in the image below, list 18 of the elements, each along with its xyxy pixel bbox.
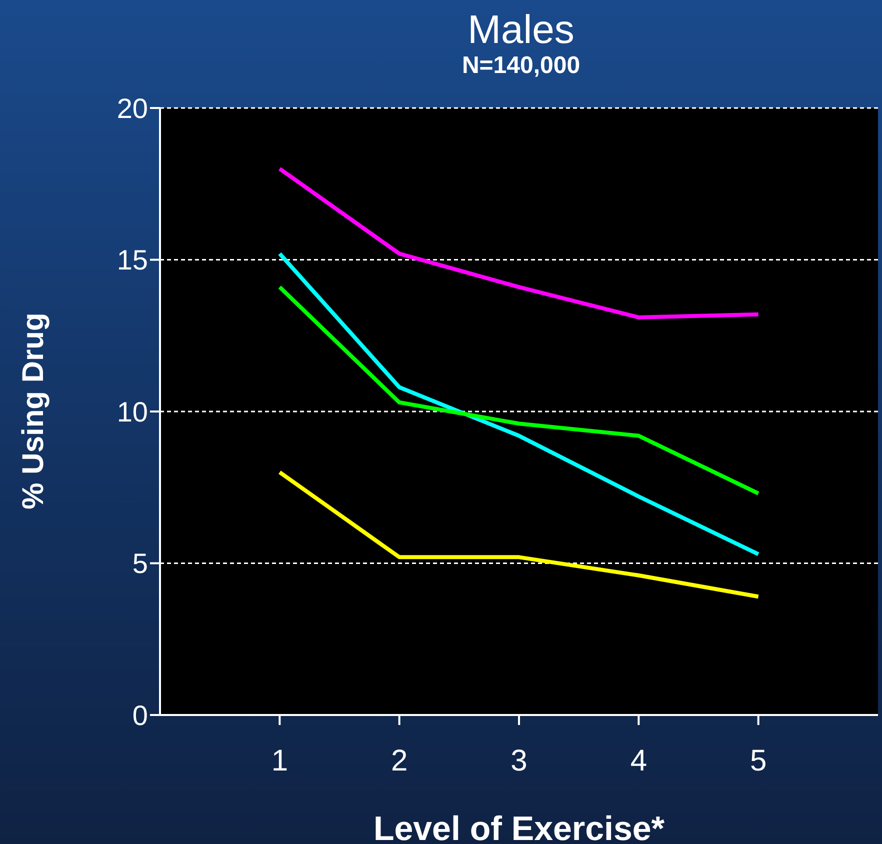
chart-title: Males <box>466 8 576 52</box>
y-tick-label: 20 <box>116 92 148 124</box>
x-tick-label: 4 <box>630 744 648 778</box>
y-tick-label: 5 <box>132 548 148 580</box>
y-tick-label: 10 <box>116 396 148 428</box>
line-series <box>278 166 760 320</box>
y-tick-label: 0 <box>132 700 148 731</box>
line-series <box>278 470 760 599</box>
y-axis-title: % Using Drug <box>17 312 51 510</box>
line-series <box>278 252 760 556</box>
x-tick-label: 1 <box>271 744 288 778</box>
chart-subtitle: N=140,000 <box>460 52 582 80</box>
y-tick-label: 15 <box>116 244 148 276</box>
x-axis-title: Level of Exercise* <box>373 810 666 844</box>
line-series <box>278 285 760 496</box>
x-tick-label: 2 <box>390 744 408 778</box>
x-tick-label: 3 <box>510 744 528 778</box>
x-tick-label: 5 <box>750 744 767 778</box>
